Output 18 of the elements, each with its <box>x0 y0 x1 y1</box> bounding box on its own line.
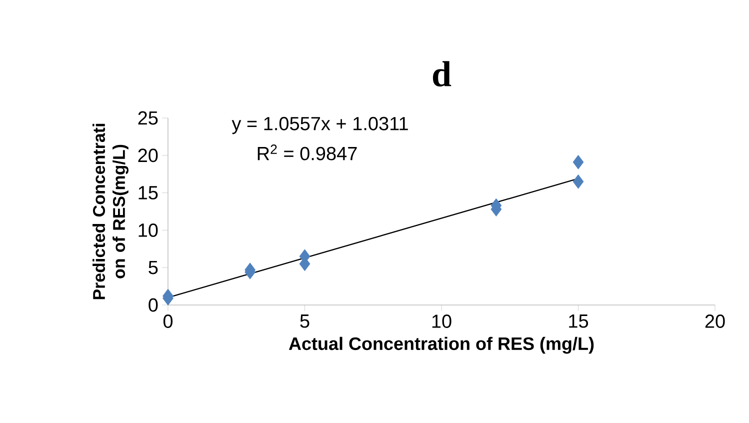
y-tick-label: 25 <box>138 111 158 125</box>
annotation: R$^{2}$ = 0.9847 <box>258 144 357 160</box>
chart-title: d <box>432 61 452 86</box>
y-tick-label: 5 <box>148 260 158 274</box>
x-tick-label: 15 <box>569 314 588 328</box>
x-tick-label: 20 <box>705 314 725 328</box>
x-axis-title: Actual Concentration of RES (mg/L) <box>288 336 594 354</box>
y-axis-title: Predicted Concentrati on of RES(mg/L) <box>92 124 128 300</box>
y-tick-label: 0 <box>148 298 158 312</box>
x-tick-label: 10 <box>432 314 452 328</box>
point <box>572 174 584 189</box>
x-tick-label: 0 <box>163 314 173 328</box>
annotation: y = 1.0557x + 1.0311 <box>232 116 408 134</box>
y-tick-label: 20 <box>138 148 158 162</box>
y-tick-label: 10 <box>138 223 158 237</box>
y-tick-label: 15 <box>138 186 158 200</box>
x-tick-label: 5 <box>300 314 310 328</box>
point <box>572 154 584 170</box>
